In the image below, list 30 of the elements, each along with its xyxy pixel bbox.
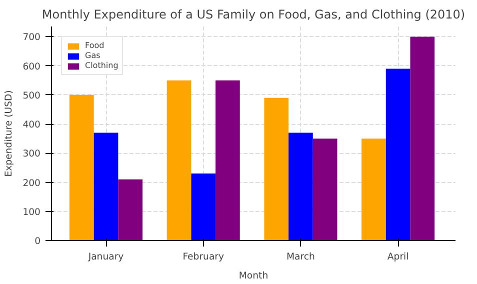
bar [288, 132, 313, 240]
bar [362, 138, 386, 240]
legend-label: Gas [85, 51, 102, 60]
y-tick-label: 200 [22, 178, 41, 189]
bar [118, 179, 143, 240]
legend-label: Food [85, 41, 105, 50]
bar [264, 98, 289, 240]
bar [191, 174, 216, 240]
x-tick-label: January [87, 252, 124, 262]
bar [312, 138, 338, 240]
y-tick-label: 300 [22, 148, 41, 160]
x-tick-label: April [387, 252, 409, 262]
bar [94, 132, 118, 240]
chart-title: Monthly Expenditure of a US Family on Food, Gas, and Clothing (2010) [42, 8, 466, 22]
x-axis-title: Month [238, 270, 268, 282]
y-tick-label: 100 [22, 206, 41, 218]
x-tick-label: February [182, 252, 225, 262]
legend-label: Clothing [85, 61, 118, 70]
y-tick-label: 600 [22, 61, 41, 72]
bar [386, 68, 410, 240]
x-tick-label: March [286, 252, 316, 262]
bar [410, 36, 435, 240]
bar [166, 80, 192, 240]
bar [216, 80, 240, 240]
y-tick-label: 700 [22, 32, 41, 44]
y-tick-label: 0 [34, 236, 41, 247]
y-tick-label: 500 [22, 90, 41, 102]
bar [70, 94, 94, 240]
y-axis-title: Expenditure (USD) [4, 90, 15, 177]
y-tick-label: 400 [22, 120, 41, 131]
